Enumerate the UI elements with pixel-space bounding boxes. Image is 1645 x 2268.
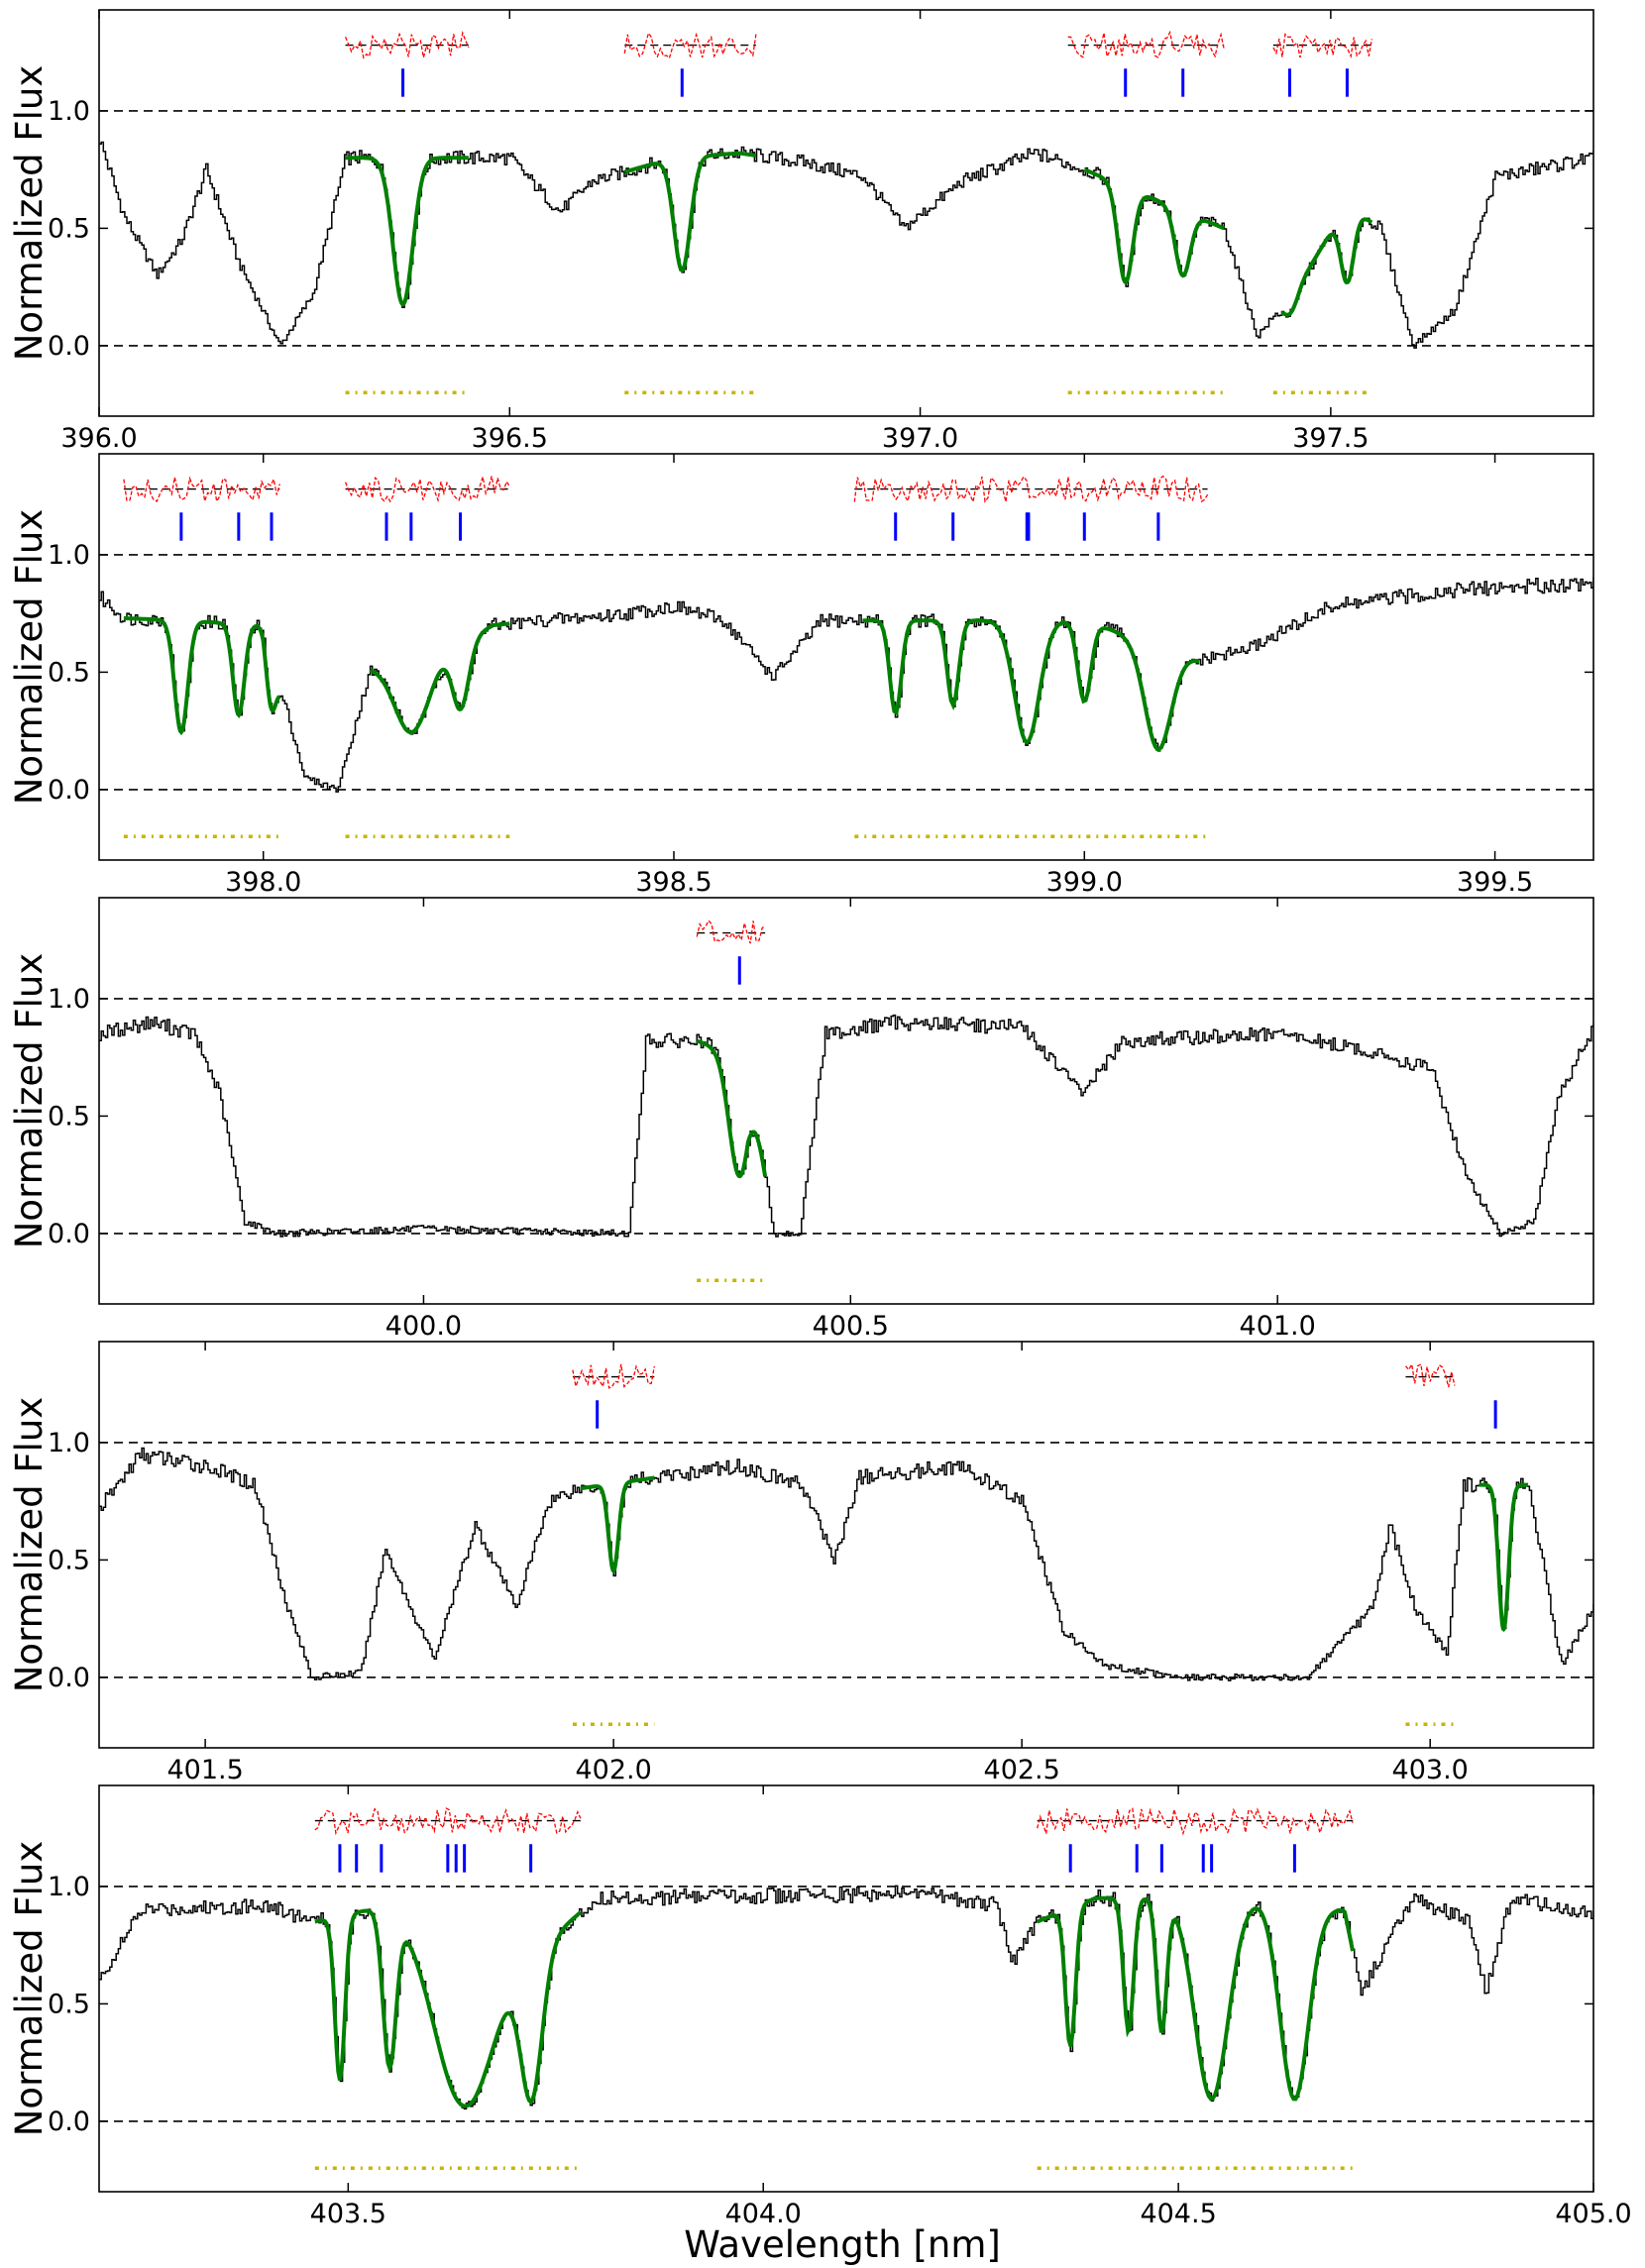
x-tick-label: 402.0 [575,1755,651,1785]
y-tick-label: 0.0 [48,331,90,362]
fit-curve-3 [862,618,1200,752]
axes-frame [98,897,1594,1305]
fit-curve-1 [314,1908,583,2108]
plot-area [99,1885,1593,2110]
fit-curve-2 [623,151,757,273]
panel-5: 403.5 404.0 404.5 405.0 0.0 0.5 1.0Normalized … [8,1784,1632,2229]
y-tick-label: 0.0 [48,1663,90,1693]
x-tick-label: 403.0 [1392,1755,1469,1785]
y-tick-label: 0.5 [48,1545,90,1575]
fit-curve-1 [345,156,469,307]
fit-curve-2 [369,621,510,735]
residual-trace-2 [344,476,510,503]
fit-curve-3 [1083,167,1225,285]
axes-frame [98,1784,1594,2193]
observed-spectrum [99,1447,1593,1681]
panels: 396.0 396.5 397.0 397.50.00.51.0Normalized … [8,9,1632,2229]
y-axis-label: Normalized Flux [8,1841,51,2137]
panel-1: 396.0 396.5 397.0 397.5 0.0 0.5 1.0Normalized … [8,9,1594,454]
y-axis-label: Normalized Flux [8,1397,51,1693]
plot-area [99,1447,1593,1681]
panel-2: 398.0 398.5 399.0 399.5 0.0 0.5 1.0Normalized … [8,453,1594,898]
y-tick-label: 1.0 [48,96,90,127]
fit-curve-1 [123,615,281,736]
observed-spectrum [99,1014,1593,1238]
y-tick-label: 0.5 [48,1101,90,1132]
x-tick-label: 399.0 [1046,867,1123,898]
residual-trace-2 [1405,1362,1456,1388]
axes-frame [98,453,1594,861]
observed-spectrum [99,577,1593,793]
y-axis-label: Normalized Flux [8,65,51,362]
residual-trace-2 [1037,1807,1354,1836]
x-tick-label: 401.5 [166,1755,243,1785]
plot-area [99,1014,1593,1238]
fit-curve-2 [1479,1482,1529,1632]
fit-curve-1 [696,1038,768,1179]
residual-trace-3 [1067,30,1225,58]
y-tick-label: 1.0 [48,1428,90,1458]
residual-trace-1 [123,476,280,503]
fit-curve-4 [1280,217,1373,317]
x-tick-label: 404.5 [1140,2199,1216,2229]
y-tick-label: 0.0 [48,1219,90,1249]
plot-area [99,577,1593,793]
y-tick-label: 1.0 [48,1872,90,1902]
y-tick-label: 0.0 [48,775,90,806]
residual-trace-3 [853,475,1209,504]
residual-trace-1 [696,919,766,944]
fit-curve-2 [1036,1895,1355,2102]
axes-frame [98,9,1594,417]
y-tick-label: 1.0 [48,984,90,1015]
x-tick-label: 396.5 [472,423,548,454]
x-axis-label: Wavelength [nm] [684,2223,1001,2266]
x-tick-label: 404.0 [725,2199,802,2229]
x-tick-label: 398.0 [225,867,301,898]
residual-trace-1 [314,1807,582,1836]
y-axis-label: Normalized Flux [8,953,51,1249]
panel-4: 401.5 402.0 402.5 403.0 0.0 0.5 1.0Normalized … [8,1341,1594,1785]
y-tick-label: 0.5 [48,213,90,244]
residual-trace-2 [623,32,757,59]
x-tick-label: 396.0 [60,423,137,454]
fit-curve-1 [581,1475,655,1574]
y-axis-label: Normalized Flux [8,509,51,806]
observed-spectrum [99,141,1593,349]
y-tick-label: 1.0 [48,540,90,571]
y-tick-label: 0.5 [48,657,90,688]
residual-trace-1 [345,31,470,59]
plot-area [99,141,1593,349]
y-tick-label: 0.0 [48,2106,90,2137]
x-tick-label: 400.0 [385,1311,462,1342]
x-tick-label: 401.0 [1240,1311,1316,1342]
y-tick-label: 0.5 [48,1989,90,2019]
x-tick-label: 399.5 [1457,867,1533,898]
x-tick-label: 397.5 [1292,423,1369,454]
residual-trace-1 [572,1363,655,1389]
x-tick-label: 398.5 [635,867,712,898]
x-tick-label: 402.5 [984,1755,1060,1785]
x-tick-label: 405.0 [1555,2199,1631,2229]
x-tick-label: 400.5 [813,1311,889,1342]
axes-frame [98,1341,1594,1749]
x-tick-label: 397.0 [882,423,958,454]
x-tick-label: 403.5 [310,2199,386,2229]
residual-trace-4 [1272,33,1372,59]
